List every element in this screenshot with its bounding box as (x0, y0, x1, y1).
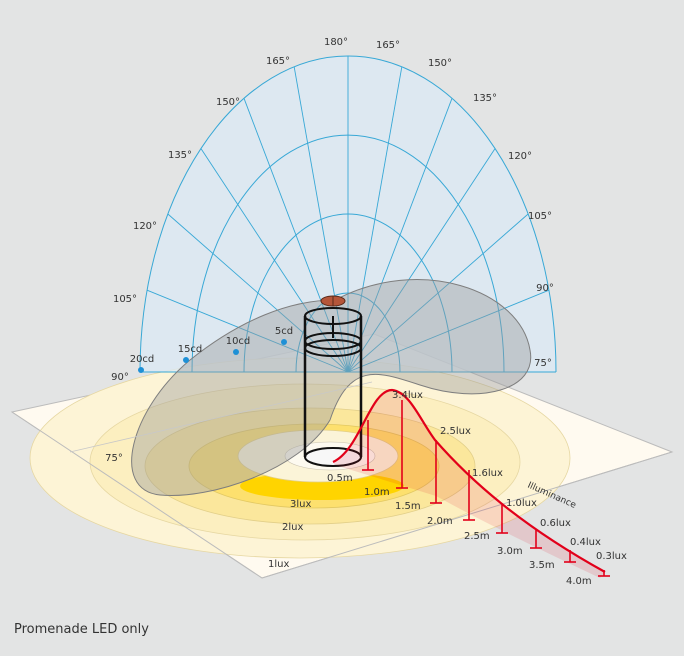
lux-1-0: 1.0lux (506, 498, 537, 509)
luminaire-ring-low (304, 339, 362, 357)
candela-labels: 5cd 10cd 15cd 20cd (130, 326, 293, 373)
distance-labels: 0.5m 1.0m 1.5m 2.0m 2.5m 3.0m 3.5m 4.0m (327, 473, 592, 587)
lux-1-6: 1.6lux (472, 468, 503, 479)
lux-0-4: 0.4lux (570, 537, 601, 548)
polar-ring (243, 213, 453, 373)
polar-ring (139, 55, 557, 373)
lux-0-6: 0.6lux (540, 518, 571, 529)
dist-3-5: 3.5m (529, 560, 555, 571)
polar-ring (295, 292, 401, 373)
illuminance-curve-group (332, 388, 610, 578)
floor-edge-right (261, 451, 673, 579)
polar-plane (139, 55, 557, 373)
dist-1-5: 1.5m (395, 501, 421, 512)
candela-10: 10cd (226, 336, 251, 347)
angle-left-75: 75° (105, 453, 123, 464)
illuminance-curve (332, 388, 606, 573)
candela-5: 5cd (275, 326, 293, 337)
angle-top: 180° (324, 37, 348, 48)
dist-2-5: 2.5m (464, 531, 490, 542)
candela-marker-10 (233, 349, 239, 355)
candela-marker-5 (281, 339, 287, 345)
lux-3-4: 3.4lux (392, 390, 423, 401)
angle-left-135: 135° (168, 150, 192, 161)
angle-right-75: 75° (534, 358, 552, 369)
angle-labels: 180° 165° 150° 135° 120° 105° 90° 75° 16… (105, 37, 554, 464)
floor-edge-left (11, 411, 263, 579)
angle-right-135: 135° (473, 93, 497, 104)
candela-20: 20cd (130, 354, 155, 365)
floor-2lux: 2lux (282, 522, 303, 533)
lux-2-5: 2.5lux (440, 426, 471, 437)
floor-lux-labels: 3lux 2lux 1lux (268, 499, 311, 570)
dist-4-0: 4.0m (566, 576, 592, 587)
dist-0-5: 0.5m (327, 473, 353, 484)
angle-left-150: 150° (216, 97, 240, 108)
angle-right-90: 90° (536, 283, 554, 294)
angle-left-120: 120° (133, 221, 157, 232)
floor-edges (11, 381, 673, 579)
floor-axis (69, 381, 373, 453)
angle-left-105: 105° (113, 294, 137, 305)
dist-2-0: 2.0m (427, 516, 453, 527)
angle-right-105: 105° (528, 211, 552, 222)
floor-3lux: 3lux (290, 499, 311, 510)
polar-ring (191, 134, 505, 373)
dist-3-0: 3.0m (497, 546, 523, 557)
floor-plane (10, 333, 674, 579)
angle-right-120: 120° (508, 151, 532, 162)
candela-marker-20 (138, 367, 144, 373)
diagram-caption: Promenade LED only (14, 622, 149, 637)
angle-right-150: 150° (428, 58, 452, 69)
candela-marker-15 (183, 357, 189, 363)
angle-left-90: 90° (111, 372, 129, 383)
distance-ticks (362, 400, 610, 577)
candela-15: 15cd (178, 344, 203, 355)
floor-1lux: 1lux (268, 559, 289, 570)
angle-left-165: 165° (266, 56, 290, 67)
dist-1-0: 1.0m (364, 487, 390, 498)
angle-right-165: 165° (376, 40, 400, 51)
lux-0-3: 0.3lux (596, 551, 627, 562)
isolux-contours (29, 357, 571, 559)
polar-rings (139, 55, 557, 373)
luminaire (303, 295, 363, 467)
